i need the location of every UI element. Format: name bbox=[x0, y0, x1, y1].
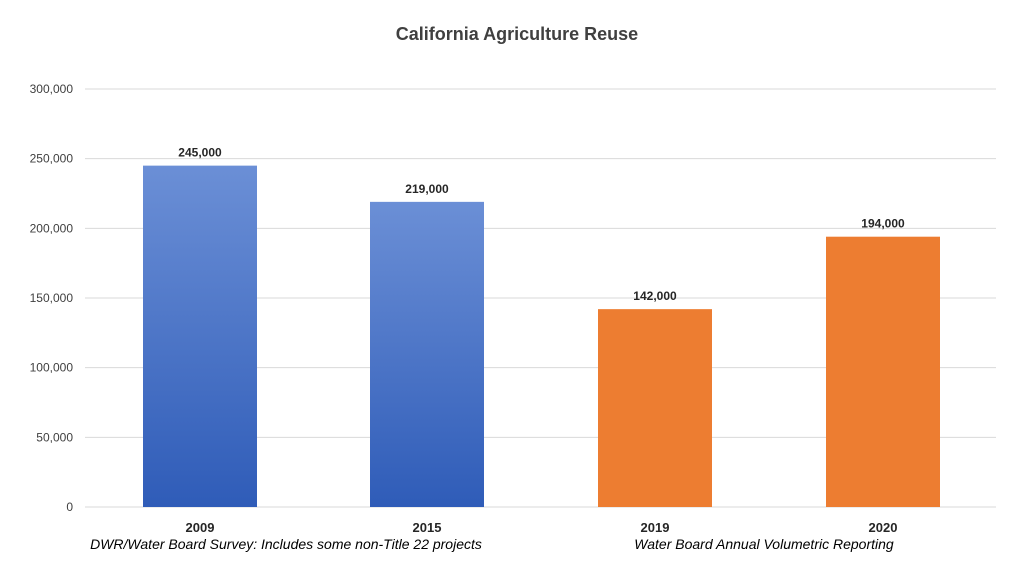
y-axis-ticks: 0 50,000 100,000 150,000 200,000 250,000 300,0… bbox=[30, 82, 74, 514]
bars bbox=[143, 165, 940, 508]
group-caption-volumetric: Water Board Annual Volumetric Reporting bbox=[634, 536, 894, 552]
y-tick-label: 0 bbox=[66, 500, 73, 514]
x-tick-label-2019: 2019 bbox=[641, 520, 670, 535]
data-label-2020: 194,000 bbox=[861, 217, 905, 231]
y-tick-label: 250,000 bbox=[30, 152, 74, 166]
data-labels: 245,000 219,000 142,000 194,000 bbox=[178, 146, 905, 304]
chart-title: California Agriculture Reuse bbox=[396, 24, 638, 44]
x-tick-label-2015: 2015 bbox=[413, 520, 442, 535]
bar-2019 bbox=[598, 309, 712, 507]
y-tick-label: 150,000 bbox=[30, 291, 74, 305]
x-tick-label-2009: 2009 bbox=[186, 520, 215, 535]
y-tick-label: 300,000 bbox=[30, 82, 74, 96]
x-axis-ticks: 2009 2015 2019 2020 bbox=[186, 520, 898, 535]
y-tick-label: 100,000 bbox=[30, 361, 74, 375]
bar-2015 bbox=[370, 201, 484, 508]
group-caption-survey: DWR/Water Board Survey: Includes some no… bbox=[90, 536, 482, 552]
bar-2009 bbox=[143, 165, 257, 507]
y-tick-label: 50,000 bbox=[36, 430, 73, 444]
bar-2020 bbox=[826, 236, 940, 507]
data-label-2019: 142,000 bbox=[633, 289, 677, 303]
x-tick-label-2020: 2020 bbox=[869, 520, 898, 535]
data-label-2009: 245,000 bbox=[178, 146, 222, 160]
data-label-2015: 219,000 bbox=[405, 182, 449, 196]
y-tick-label: 200,000 bbox=[30, 221, 74, 235]
